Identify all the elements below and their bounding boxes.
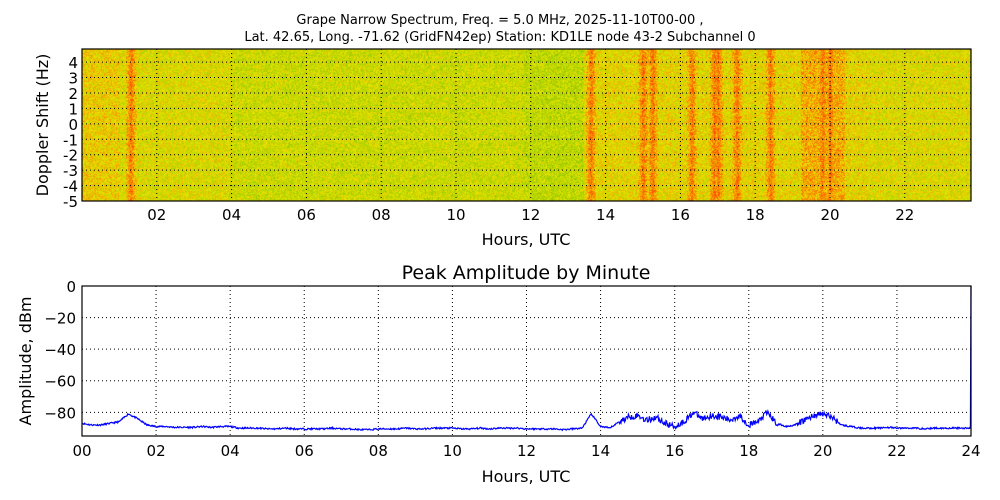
- amplitude-xtick-label: 18: [739, 442, 758, 460]
- spectrum-ytick-label: 0: [68, 116, 78, 134]
- spectrum-xtick-label: 10: [446, 206, 465, 224]
- spectrum-ytick-label: -1: [63, 131, 78, 149]
- spectrum-xtick-label: 06: [297, 206, 316, 224]
- amplitude-title: Peak Amplitude by Minute: [402, 262, 651, 284]
- amplitude-ytick-label: −20: [44, 310, 76, 328]
- spectrum-xtick-label: 20: [820, 206, 839, 224]
- spectrum-ytick-label: -3: [63, 162, 78, 180]
- spectrum-xtick-label: 18: [746, 206, 765, 224]
- amplitude-ytick-label: −40: [44, 341, 76, 359]
- spectrum-ytick-label: 2: [68, 85, 78, 103]
- spectrum-ytick-label: 1: [68, 100, 78, 118]
- spectrum-xtick-label: 08: [372, 206, 391, 224]
- amplitude-ytick-label: 0: [66, 278, 76, 296]
- spectrum-ytick-label: 4: [68, 54, 78, 72]
- amplitude-xtick-label: 02: [147, 442, 166, 460]
- amplitude-xtick-label: 22: [887, 442, 906, 460]
- amplitude-xtick-label: 24: [961, 442, 980, 460]
- spectrum-ytick-label: 3: [68, 70, 78, 88]
- amplitude-xtick-label: 10: [443, 442, 462, 460]
- amplitude-series-line: [81, 285, 972, 432]
- amplitude-xtick-label: 00: [72, 442, 91, 460]
- spectrum-title-line2: Lat. 42.65, Long. -71.62 (GridFN42ep) St…: [244, 30, 756, 45]
- spectrum-title-line1: Grape Narrow Spectrum, Freq. = 5.0 MHz, …: [296, 13, 704, 28]
- amplitude-ytick-label: −80: [44, 404, 76, 422]
- spectrum-ytick-label: -5: [63, 193, 78, 211]
- amplitude-xtick-label: 14: [591, 442, 610, 460]
- amplitude-xtick-label: 20: [813, 442, 832, 460]
- amplitude-frame: [81, 285, 972, 437]
- spectrum-ylabel: Doppler Shift (Hz): [33, 54, 52, 197]
- spectrum-xtick-label: 12: [521, 206, 540, 224]
- spectrum-xtick-label: 14: [596, 206, 615, 224]
- amplitude-ylabel: Amplitude, dBm: [16, 297, 35, 426]
- spectrum-xtick-label: 22: [895, 206, 914, 224]
- spectrum-frame: [81, 48, 972, 202]
- amplitude-xtick-label: 12: [517, 442, 536, 460]
- spectrum-xtick-label: 16: [671, 206, 690, 224]
- spectrum-xtick-label: 04: [222, 206, 241, 224]
- amplitude-xtick-label: 06: [295, 442, 314, 460]
- amplitude-xtick-label: 08: [369, 442, 388, 460]
- amplitude-xlabel: Hours, UTC: [482, 467, 571, 486]
- amplitude-xtick-label: 16: [665, 442, 684, 460]
- amplitude-axes: 00 02 04 06 08 10 12 14 16 18 20 22 24 0 −20 −40 −60 −80: [44, 278, 980, 460]
- spectrogram-heatmap: [82, 49, 971, 201]
- spectrum-ytick-label: -2: [63, 147, 78, 165]
- spectrum-xlabel: Hours, UTC: [482, 230, 571, 249]
- amplitude-xtick-label: 04: [221, 442, 240, 460]
- spectrum-ytick-label: -4: [63, 178, 78, 196]
- amplitude-ytick-label: −60: [44, 373, 76, 391]
- spectrum-xtick-label: 02: [147, 206, 166, 224]
